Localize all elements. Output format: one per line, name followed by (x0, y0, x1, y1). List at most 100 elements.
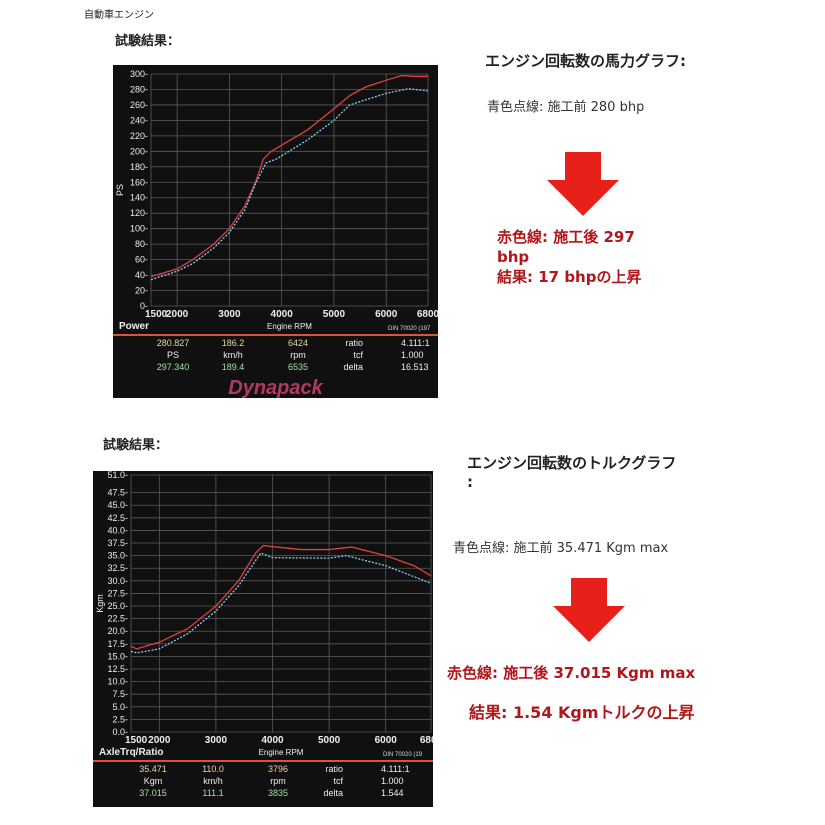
y-tick-label: 220- (130, 131, 148, 141)
readout-value: 6424 (288, 338, 308, 348)
panel-label: AxleTrq/Ratio (99, 747, 163, 758)
y-tick-label: 280- (130, 84, 148, 94)
readout-value: 35.471 (139, 764, 167, 774)
y-tick-label: 0- (140, 301, 148, 311)
x-tick-label: 4000 (271, 309, 294, 320)
standard-label: DIN 70020 (197 (388, 326, 431, 332)
y-tick-label: 160- (130, 177, 148, 187)
standard-label: DIN 70020 (19 (383, 752, 423, 758)
y-tick-label: 20.0- (107, 626, 128, 636)
y-tick-label: 25.0- (107, 601, 128, 611)
y-axis-label: Kgm (95, 594, 105, 613)
readout-value: rpm (290, 350, 306, 360)
x-tick-label: 1500 (145, 309, 168, 320)
x-tick-label: 2000 (166, 309, 189, 320)
x-tick-label: 6800 (420, 735, 433, 746)
y-tick-label: 40.0- (107, 525, 128, 535)
before-series-line (130, 552, 432, 654)
torque-before-text: 青色点線: 施工前 35.471 Kgm max (453, 541, 669, 556)
readout-value: delta (343, 362, 363, 372)
before-series-line (150, 88, 429, 281)
panel-label: Power (119, 321, 149, 332)
readout-value: 186.2 (222, 338, 245, 348)
dynapack-logo: Dynapack (228, 377, 323, 398)
readout-value: 189.4 (222, 362, 245, 372)
readout-value: 1.000 (401, 350, 424, 360)
readout-value: 4.111:1 (401, 338, 430, 348)
after-series-line (130, 544, 432, 650)
y-tick-label: 7.5- (112, 689, 128, 699)
x-tick-label: 3000 (205, 735, 228, 746)
readout-value: Kgm (144, 776, 163, 786)
y-tick-label: 45.0- (107, 500, 128, 510)
readout-value: 4.111:1 (381, 764, 410, 774)
y-tick-label: 32.5- (107, 563, 128, 573)
readout-value: 37.015 (139, 788, 167, 798)
y-tick-label: 240- (130, 115, 148, 125)
y-tick-label: 300- (130, 69, 148, 79)
readout-value: tcf (333, 776, 343, 786)
y-tick-label: 40- (135, 270, 148, 280)
y-tick-label: 5.0- (112, 702, 128, 712)
x-tick-label: 6000 (375, 735, 398, 746)
y-tick-label: 0.0- (112, 727, 128, 737)
y-tick-label: 60- (135, 255, 148, 265)
y-axis-label: PS (115, 184, 125, 196)
readout-value: rpm (270, 776, 286, 786)
readout-value: 110.0 (202, 764, 224, 774)
torque-after-text: 赤色線: 施工後 37.015 Kgm max (447, 664, 696, 682)
power-result-text: 結果: 17 bhpの上昇 (497, 268, 642, 286)
y-tick-label: 140- (130, 193, 148, 203)
x-tick-label: 3000 (218, 309, 241, 320)
x-tick-label: 6800 (417, 309, 438, 320)
x-tick-label: 4000 (261, 735, 284, 746)
readout-value: 1.544 (381, 788, 404, 798)
power-chart: 0- 20- 40- 60- 80- 100- 120- 140- 160- 180- 200- 22… (113, 65, 438, 398)
power-result-label: 試験結果： (115, 34, 181, 49)
y-tick-label: 20- (135, 286, 148, 296)
readout-value: ratio (345, 338, 363, 348)
y-tick-label: 180- (130, 162, 148, 172)
readout-value: 1.000 (381, 776, 404, 786)
y-tick-label: 37.5- (107, 538, 128, 548)
y-tick-label: 42.5- (107, 513, 128, 523)
y-tick-label: 17.5- (107, 639, 128, 649)
y-tick-label: 2.5- (112, 714, 128, 724)
y-tick-label: 260- (130, 100, 148, 110)
y-tick-label: 30.0- (107, 576, 128, 586)
y-tick-label: 10.0- (107, 677, 128, 687)
y-tick-label: 47.5- (107, 488, 128, 498)
y-tick-label: 12.5- (107, 664, 128, 674)
x-tick-label: 5000 (318, 735, 341, 746)
power-after-text: 赤色線: 施工後 297 (497, 228, 635, 246)
readout-value: km/h (223, 350, 243, 360)
y-tick-label: 80- (135, 239, 148, 249)
y-tick-label: 22.5- (107, 614, 128, 624)
down-arrow-icon (553, 578, 625, 642)
readout-value: ratio (325, 764, 343, 774)
readout-value: 16.513 (401, 362, 429, 372)
y-tick-label: 27.5- (107, 588, 128, 598)
down-arrow-icon (547, 152, 619, 216)
readout-value: PS (167, 350, 179, 360)
readout-value: 297.340 (157, 362, 190, 372)
torque-result-label: 試験結果： (103, 438, 169, 453)
plot-background (113, 65, 438, 398)
page-header: 自動車エンジン (84, 10, 154, 21)
readout-value: delta (323, 788, 343, 798)
after-series-line (150, 74, 428, 278)
torque-title-colon: : (467, 473, 473, 491)
readout-value: km/h (203, 776, 223, 786)
power-title: エンジン回転数の馬力グラフ: (485, 52, 686, 70)
power-before-text: 青色点線: 施工前 280 bhp (487, 100, 645, 115)
readout-value: 3835 (268, 788, 288, 798)
y-tick-label: 100- (130, 224, 148, 234)
plot-background (93, 471, 433, 807)
readout-value: 111.1 (202, 788, 223, 798)
y-tick-label: 200- (130, 146, 148, 156)
x-tick-label: 6000 (375, 309, 398, 320)
readout-value: 280.827 (157, 338, 190, 348)
y-tick-label: 15.0- (107, 651, 128, 661)
torque-chart: 0.0- 2.5- 5.0- 7.5- 10.0- 12.5- 15.0- 17.5- 20.0… (93, 471, 433, 807)
torque-title: エンジン回転数のトルクグラフ (467, 454, 677, 472)
